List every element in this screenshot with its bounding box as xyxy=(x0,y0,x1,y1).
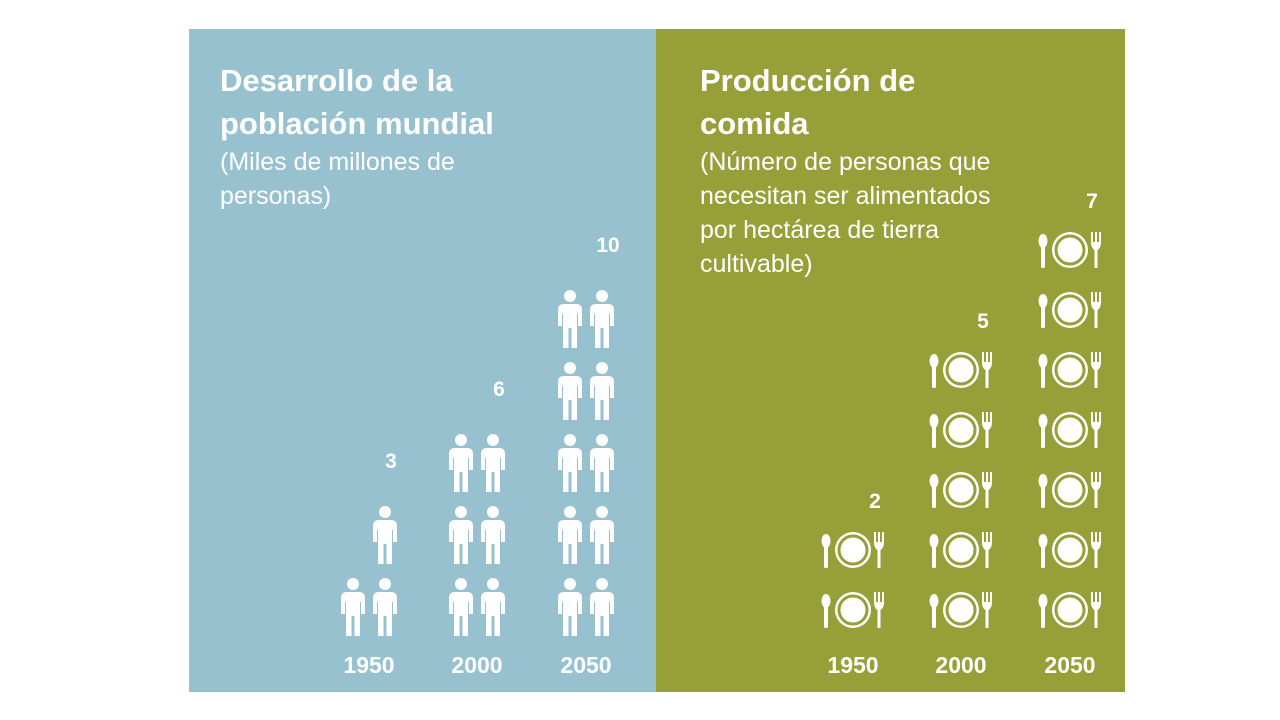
value-label: 5 xyxy=(977,310,989,333)
year-label: 2050 xyxy=(560,652,611,678)
person-icon xyxy=(558,578,582,636)
person-icon xyxy=(558,506,582,564)
value-label: 3 xyxy=(385,450,397,473)
plate-cutlery-icon xyxy=(929,592,992,628)
population-title: Desarrollo de la población mundial xyxy=(220,63,494,141)
person-icon xyxy=(558,434,582,492)
person-icon xyxy=(558,290,582,348)
plate-cutlery-icon xyxy=(929,352,992,388)
plate-cutlery-icon xyxy=(1038,532,1101,568)
year-label: 1950 xyxy=(827,652,878,678)
year-label: 1950 xyxy=(343,652,394,678)
value-label: 10 xyxy=(596,234,619,257)
food-panel: Producción de comida (Número de personas… xyxy=(656,29,1125,692)
value-label: 2 xyxy=(869,490,881,513)
person-icon xyxy=(590,362,614,420)
person-icon xyxy=(449,506,473,564)
person-icon xyxy=(341,578,365,636)
plate-cutlery-icon xyxy=(821,532,884,568)
plate-cutlery-icon xyxy=(1038,472,1101,508)
year-label: 2050 xyxy=(1044,652,1095,678)
food-chart: 2 1950 5 2000 7 2050 xyxy=(821,190,1101,678)
plate-cutlery-icon xyxy=(1038,412,1101,448)
plate-cutlery-icon xyxy=(929,472,992,508)
plate-cutlery-icon xyxy=(1038,232,1101,268)
person-icon xyxy=(590,506,614,564)
plate-cutlery-icon xyxy=(929,412,992,448)
food-title: Producción de comida xyxy=(700,63,916,141)
value-label: 6 xyxy=(493,378,505,401)
person-icon xyxy=(481,506,505,564)
person-icon xyxy=(590,290,614,348)
person-icon xyxy=(373,506,397,564)
plate-cutlery-icon xyxy=(929,532,992,568)
food-subtitle: (Número de personas que necesitan ser al… xyxy=(700,148,991,278)
plate-cutlery-icon xyxy=(1038,292,1101,328)
person-icon xyxy=(558,362,582,420)
population-chart: 3 1950 6 2000 10 2050 xyxy=(341,234,620,678)
year-label: 2000 xyxy=(935,652,986,678)
plate-cutlery-icon xyxy=(821,592,884,628)
person-icon xyxy=(373,578,397,636)
plate-cutlery-icon xyxy=(1038,352,1101,388)
person-icon xyxy=(590,434,614,492)
value-label: 7 xyxy=(1086,190,1098,213)
population-panel: Desarrollo de la población mundial (Mile… xyxy=(189,29,656,692)
person-icon xyxy=(449,578,473,636)
person-icon xyxy=(481,434,505,492)
person-icon xyxy=(590,578,614,636)
plate-cutlery-icon xyxy=(1038,592,1101,628)
person-icon xyxy=(481,578,505,636)
person-icon xyxy=(449,434,473,492)
population-subtitle: (Miles de millones de personas) xyxy=(220,148,455,210)
year-label: 2000 xyxy=(451,652,502,678)
